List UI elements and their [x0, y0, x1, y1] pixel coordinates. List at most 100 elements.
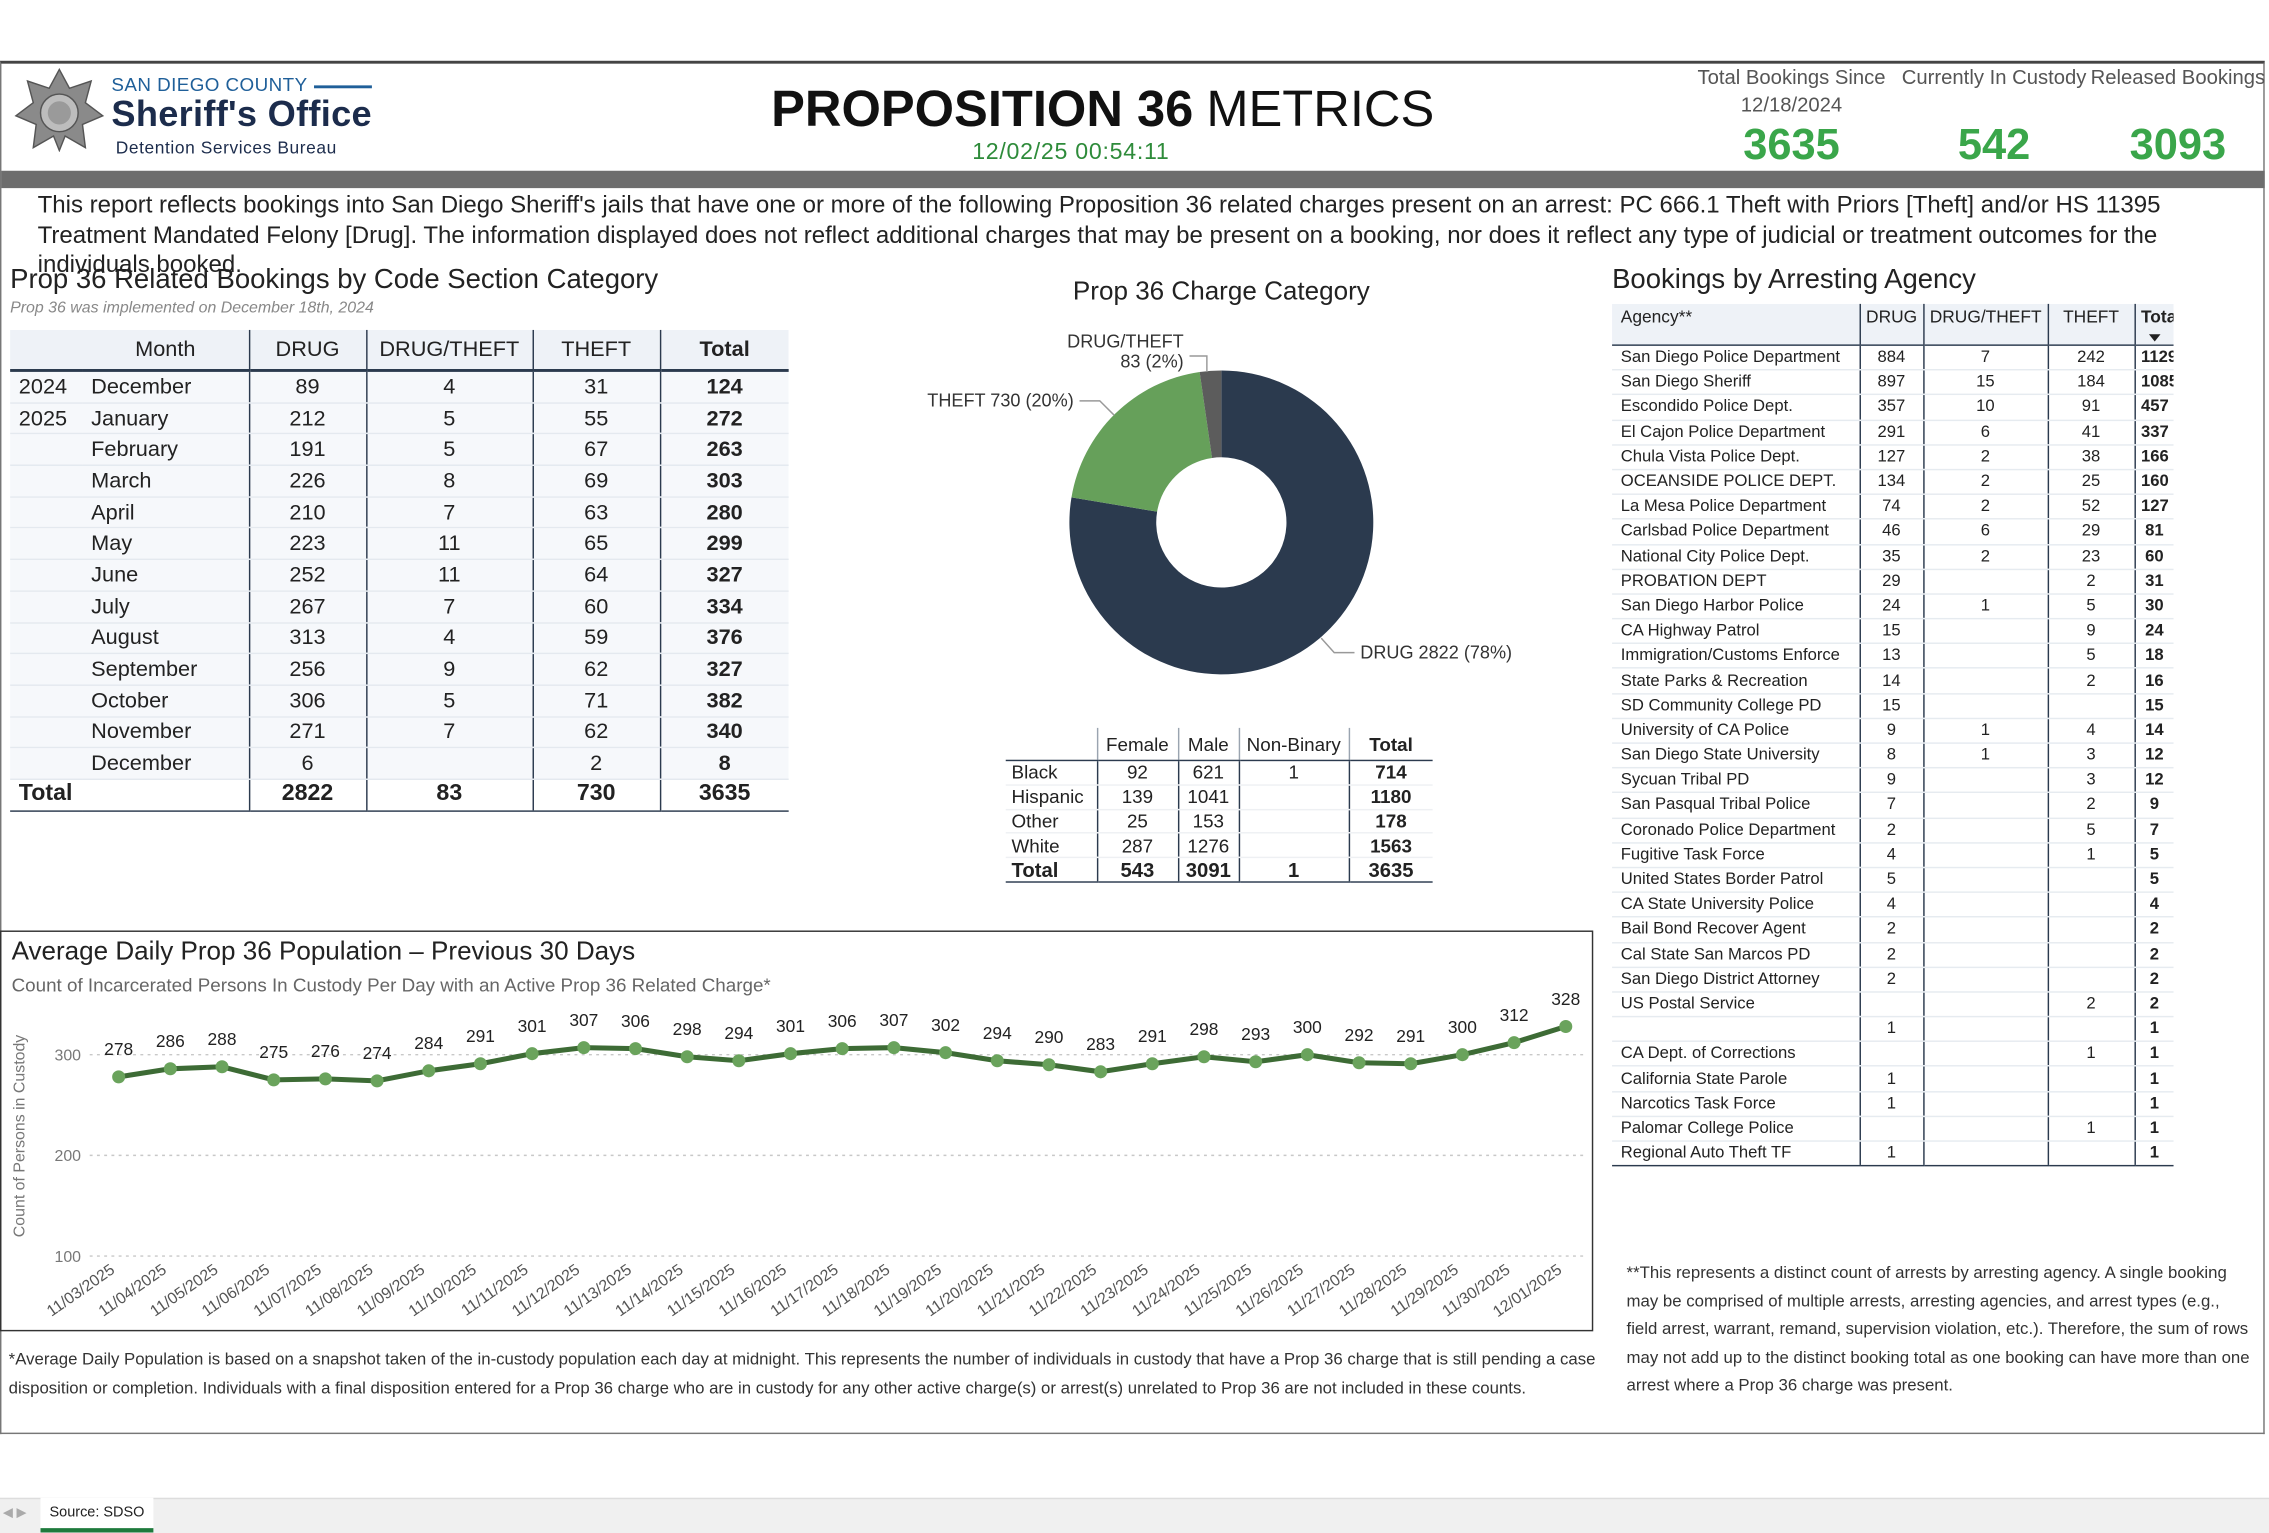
page-tab[interactable]: Source: SDSO: [40, 1497, 154, 1533]
table-cell: 24: [1858, 593, 1924, 620]
table-cell: 2: [2046, 668, 2135, 695]
table-cell: 1: [1858, 1066, 1924, 1093]
table-cell: 25: [1096, 809, 1178, 835]
table-cell: 4: [2046, 718, 2135, 744]
table-cell: 38: [2046, 444, 2135, 471]
table-cell: June: [82, 559, 249, 592]
table-cell: 1: [1858, 1091, 1924, 1117]
table-cell: 5: [2046, 817, 2135, 844]
table-cell: SD Community College PD: [1612, 693, 1860, 719]
table-cell: 1: [1922, 718, 2048, 744]
y-tick-label: 100: [54, 1249, 81, 1266]
table-cell: 5: [365, 402, 533, 435]
table-cell: 1085: [2133, 370, 2174, 396]
tab-scroll[interactable]: ◀ ▶: [2, 1504, 27, 1520]
line-marker: [628, 1042, 642, 1056]
header-cell: [10, 329, 83, 372]
table-cell: 9: [1858, 767, 1924, 794]
data-label: 290: [1034, 1027, 1063, 1047]
table-cell: 191: [248, 433, 367, 467]
table-row: Black 92 621 1 714: [1005, 760, 1433, 786]
table-row: San Diego Police Department 884 7 242 1129: [1612, 345, 2174, 371]
table-cell: [1922, 1066, 2048, 1093]
table-cell: University of CA Police: [1612, 718, 1860, 744]
kpi-label: Currently In Custody: [1901, 65, 2087, 89]
data-label: 298: [673, 1019, 702, 1039]
table-cell: [10, 685, 83, 718]
y-tick-label: 200: [54, 1148, 81, 1165]
table-cell: [2046, 867, 2135, 894]
table-cell: 69: [531, 465, 660, 498]
table-cell: White: [1005, 833, 1097, 859]
table-cell: Palomar College Police: [1612, 1116, 1860, 1142]
table-cell: [10, 653, 83, 686]
data-label: 306: [828, 1011, 857, 1031]
section-subtitle: Prop 36 was implemented on December 18th…: [10, 299, 374, 317]
line-marker: [1094, 1065, 1108, 1079]
data-label: 275: [259, 1042, 288, 1062]
line-marker: [473, 1057, 487, 1071]
table-cell: [1922, 1041, 2048, 1068]
table-cell: 15: [2133, 693, 2174, 719]
table-cell: 67: [531, 433, 660, 467]
table-cell: [1237, 833, 1349, 859]
table-cell: 4: [1858, 842, 1924, 869]
kpi: Total Bookings Since 12/18/2024 3635: [1690, 64, 1893, 171]
table-cell: 1: [2046, 842, 2135, 869]
table-cell: 252: [248, 559, 367, 592]
table-cell: 178: [1347, 809, 1433, 835]
table-cell: [1922, 792, 2048, 819]
table-cell: 1: [1237, 760, 1349, 786]
table-row: Regional Auto Theft TF 1 1: [1612, 1141, 2174, 1167]
table-cell: 12: [2133, 743, 2174, 769]
table-row: White 287 1276 1563: [1005, 833, 1433, 859]
table-cell: San Diego Police Department: [1612, 345, 1860, 371]
data-label: 300: [1293, 1017, 1322, 1037]
dashboard-frame: [0, 60, 2265, 1435]
table-cell: [1922, 568, 2048, 595]
table-cell: [1858, 991, 1924, 1018]
table-cell: Coronado Police Department: [1612, 817, 1860, 844]
table-cell: March: [82, 465, 249, 498]
table-cell: United States Border Patrol: [1612, 867, 1860, 894]
table-row: August 313 4 59 376: [10, 622, 789, 655]
table-row: San Diego Harbor Police 24 1 5 30: [1612, 593, 2174, 620]
table-cell: 299: [659, 528, 789, 561]
table-cell: 884: [1858, 345, 1924, 371]
table-cell: 89: [248, 370, 367, 404]
data-label: 274: [363, 1043, 392, 1063]
header-cell: DRUG: [1858, 303, 1924, 346]
table-row: 2024 December 89 4 31 124: [10, 370, 789, 404]
total-cell: Total: [10, 778, 249, 812]
y-tick-label: 300: [54, 1047, 81, 1064]
line-marker: [370, 1074, 384, 1088]
line-marker: [267, 1073, 281, 1087]
table-cell: CA Highway Patrol: [1612, 618, 1860, 645]
header-cell: Total: [659, 329, 789, 372]
timestamp: 12/02/25 00:54:11: [972, 140, 1170, 165]
table-cell: San Diego State University: [1612, 743, 1860, 769]
y-axis-title: Count of Persons in Custody: [12, 1035, 29, 1238]
table-cell: [1922, 1091, 2048, 1117]
table-row: CA Highway Patrol 15 9 24: [1612, 618, 2174, 645]
table-cell: 1: [1922, 593, 2048, 620]
table-cell: December: [82, 370, 249, 404]
table-row: November 271 7 62 340: [10, 716, 789, 749]
header-cell: [1005, 727, 1097, 762]
table-cell: 81: [2133, 519, 2174, 545]
table-cell: [10, 622, 83, 655]
table-cell: [1922, 942, 2048, 968]
section-title: Bookings by Arresting Agency: [1612, 264, 1976, 296]
line-chart-frame: [0, 930, 1594, 1332]
table-cell: [2046, 1141, 2135, 1167]
table-cell: 287: [1096, 833, 1178, 859]
table-cell: Chula Vista Police Dept.: [1612, 444, 1860, 471]
table-cell: July: [82, 590, 249, 623]
table-row: September 256 9 62 327: [10, 653, 789, 686]
table-cell: 621: [1177, 760, 1239, 786]
table-cell: 127: [1858, 444, 1924, 471]
table-cell: [1922, 618, 2048, 645]
table-cell: [1922, 643, 2048, 670]
footnote: **This represents a distinct count of ar…: [1626, 1263, 2250, 1396]
